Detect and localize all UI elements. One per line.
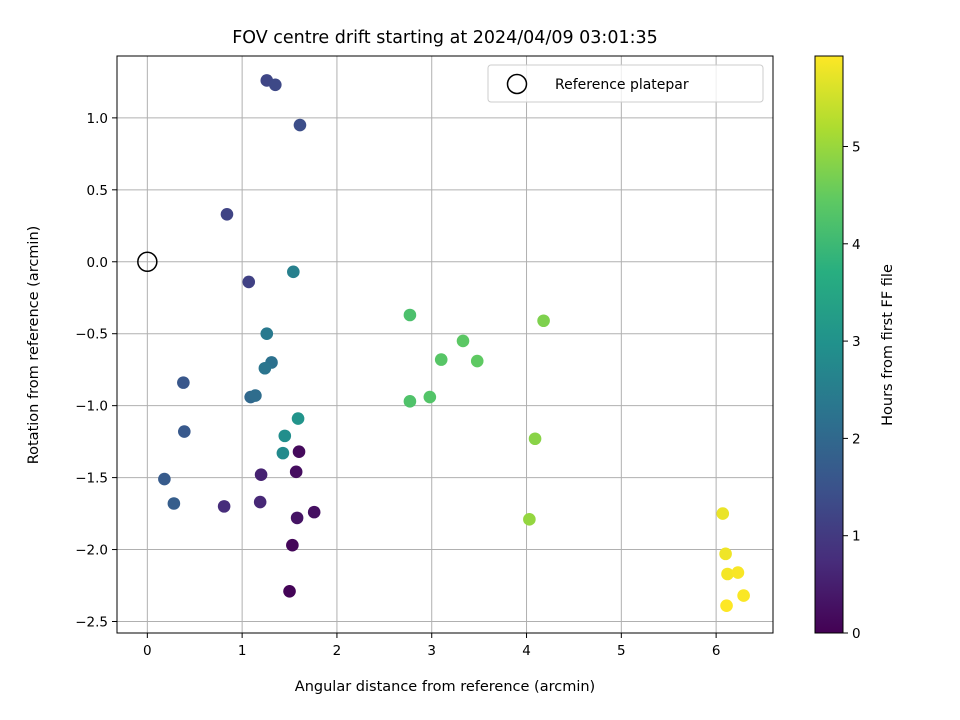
grid-lines — [117, 56, 773, 633]
y-tick-label: 1.0 — [87, 111, 108, 127]
colorbar-tick-label: 2 — [852, 431, 861, 447]
data-point — [260, 327, 274, 341]
data-point — [167, 497, 181, 510]
y-tick-label: −2.0 — [75, 543, 108, 559]
colorbar-tick-label: 0 — [852, 626, 861, 642]
data-points — [158, 74, 750, 612]
y-tick-label: −1.0 — [75, 399, 108, 415]
x-tick-label: 3 — [427, 643, 436, 659]
data-point — [721, 567, 734, 581]
data-point — [423, 390, 437, 404]
data-point — [293, 118, 307, 132]
data-point — [528, 432, 542, 446]
data-point — [456, 334, 470, 348]
legend: Reference platepar — [487, 64, 764, 103]
y-tick-label: 0.0 — [87, 255, 108, 271]
colorbar-tick-label: 4 — [852, 237, 861, 253]
colorbar: 0 1 2 3 4 5 Hours from first FF file — [814, 55, 896, 642]
data-point — [283, 584, 296, 598]
x-axis-label: Angular distance from reference (arcmin) — [295, 679, 595, 695]
y-axis-label: Rotation from reference (arcmin) — [26, 226, 42, 465]
x-tick-label: 5 — [617, 643, 626, 659]
legend-label: Reference platepar — [555, 77, 689, 93]
data-point — [290, 511, 304, 525]
x-ticks: 0 1 2 3 4 5 6 — [143, 633, 720, 659]
y-tick-label: 0.5 — [87, 183, 108, 199]
data-point — [253, 495, 267, 509]
data-point — [220, 207, 234, 221]
x-tick-label: 0 — [143, 643, 152, 659]
legend-box — [487, 64, 764, 103]
data-point — [720, 599, 733, 612]
plot-frame — [116, 55, 774, 634]
data-point — [242, 275, 256, 289]
data-point — [292, 445, 306, 458]
y-tick-label: −1.5 — [75, 471, 108, 487]
data-point — [287, 265, 300, 279]
chart-title: FOV centre drift starting at 2024/04/09 … — [232, 28, 658, 48]
y-ticks: 1.0 0.5 0.0 −0.5 −1.0 −1.5 −2.0 −2.5 — [75, 111, 117, 630]
x-tick-label: 6 — [712, 643, 721, 659]
data-point — [278, 429, 292, 443]
data-point — [403, 395, 417, 408]
data-point — [719, 547, 732, 561]
data-point — [249, 389, 262, 402]
colorbar-tick-label: 3 — [852, 334, 861, 350]
data-point — [291, 412, 305, 425]
y-tick-label: −2.5 — [75, 614, 108, 630]
colorbar-label: Hours from first FF file — [880, 264, 896, 426]
data-point — [470, 354, 484, 368]
data-point — [158, 472, 171, 486]
data-point — [177, 376, 190, 389]
data-point — [254, 468, 268, 482]
colorbar-tick-label: 5 — [852, 139, 861, 155]
data-point — [716, 507, 730, 520]
data-point — [737, 589, 750, 602]
data-point — [178, 425, 191, 438]
data-point — [523, 513, 536, 526]
data-point — [289, 465, 303, 479]
x-tick-label: 2 — [333, 643, 342, 659]
data-point — [276, 446, 290, 460]
data-point — [258, 361, 272, 375]
data-point — [731, 566, 745, 579]
x-tick-label: 1 — [238, 643, 247, 659]
data-point — [403, 308, 417, 322]
legend-marker-icon — [506, 73, 528, 95]
data-point — [286, 538, 299, 552]
data-point — [307, 505, 321, 519]
colorbar-tick-label: 1 — [852, 529, 861, 545]
data-point — [537, 314, 550, 328]
data-point — [434, 353, 448, 366]
y-tick-label: −0.5 — [75, 327, 108, 343]
colorbar-gradient — [814, 55, 844, 634]
reference-platepar-marker — [137, 251, 158, 273]
data-point — [269, 78, 282, 92]
data-point — [217, 500, 231, 513]
x-tick-label: 4 — [522, 643, 531, 659]
colorbar-ticks: 0 1 2 3 4 5 — [843, 139, 861, 642]
